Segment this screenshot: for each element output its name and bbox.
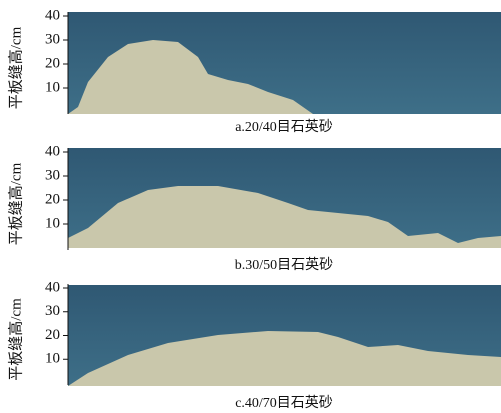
y-tick-label: 10 [45, 79, 60, 95]
y-tick-label: 20 [45, 327, 60, 343]
caption: b.30/50目石英砂 [235, 256, 333, 273]
y-axis-label: 平板缝高/cm [6, 298, 24, 381]
caption: a.20/40目石英砂 [235, 118, 333, 135]
y-tick-label: 40 [45, 279, 60, 295]
y-tick-label: 10 [45, 215, 60, 231]
y-tick-label: 30 [45, 303, 60, 319]
y-axis-label: 平板缝高/cm [6, 26, 24, 109]
y-axis-label: 平板缝高/cm [6, 162, 24, 245]
y-tick-label: 20 [45, 55, 60, 71]
y-tick-label: 40 [45, 143, 60, 159]
y-tick-label: 20 [45, 191, 60, 207]
caption: c.40/70目石英砂 [235, 394, 333, 411]
y-tick-label: 30 [45, 31, 60, 47]
photo [68, 148, 501, 248]
y-tick-label: 30 [45, 167, 60, 183]
photo [68, 285, 501, 386]
y-tick-label: 40 [45, 7, 60, 23]
y-tick-label: 10 [45, 351, 60, 367]
photo [68, 12, 501, 114]
